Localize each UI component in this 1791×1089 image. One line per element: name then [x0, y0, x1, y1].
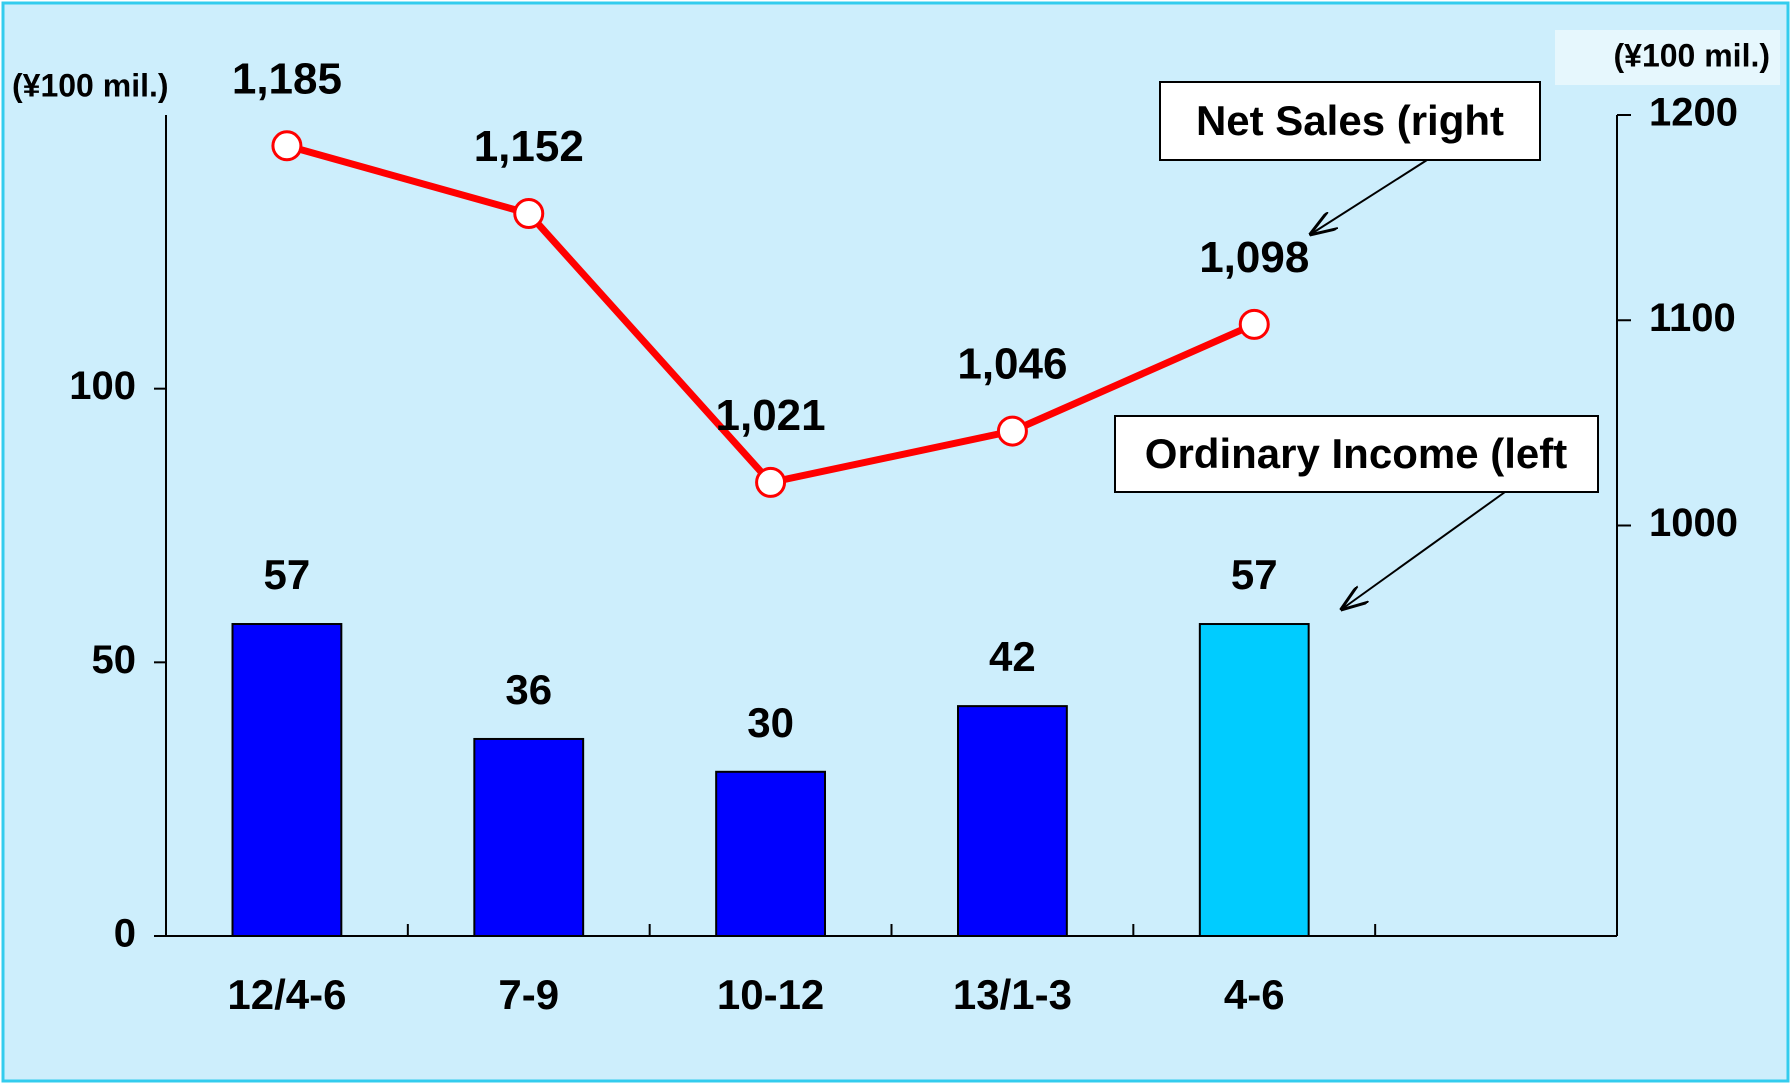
point-label: 1,185 [232, 54, 342, 103]
y2-tick-label: 1200 [1649, 91, 1738, 135]
legend-box [1114, 415, 1599, 493]
y-axis-label: (¥100 mil.) [12, 67, 169, 103]
point-label: 1,021 [716, 391, 826, 440]
bar-label: 42 [989, 633, 1036, 680]
x-tick-label: 12/4-6 [227, 971, 346, 1018]
legend-arrow [1311, 159, 1428, 234]
point [755, 466, 787, 498]
unit-box [1555, 30, 1780, 85]
bar [957, 705, 1068, 937]
y2-axis-label: (¥100 mil.) [1613, 37, 1770, 73]
bar-label: 57 [1231, 551, 1278, 598]
legend-label: Net Sales (right [1196, 97, 1504, 144]
x-tick-label: 13/1-3 [953, 971, 1072, 1018]
bar-label: 57 [264, 551, 311, 598]
x-tick-label: 4-6 [1224, 971, 1285, 1018]
bar [715, 770, 826, 937]
x-tick-label: 7-9 [498, 971, 559, 1018]
bar-label: 30 [747, 699, 794, 746]
point-label: 1,046 [957, 340, 1067, 389]
legend-arrow [1342, 491, 1506, 609]
bar [473, 737, 585, 938]
x-tick-label: 10-12 [717, 971, 824, 1018]
point [996, 415, 1028, 447]
bar [1198, 623, 1310, 938]
point [271, 130, 303, 162]
legend-label: Ordinary Income (left [1145, 430, 1567, 477]
legend-box [1159, 81, 1541, 161]
y2-tick-label: 1000 [1649, 501, 1738, 545]
point [1238, 308, 1270, 340]
y-tick-label: 0 [114, 912, 136, 956]
point [513, 198, 545, 230]
point-label: 1,098 [1199, 233, 1309, 282]
bar [231, 623, 343, 938]
y-tick-label: 50 [92, 638, 137, 682]
y-tick-label: 100 [69, 364, 136, 408]
point-label: 1,152 [474, 122, 584, 171]
bar-label: 36 [505, 666, 552, 713]
y2-tick-label: 1100 [1649, 296, 1736, 340]
